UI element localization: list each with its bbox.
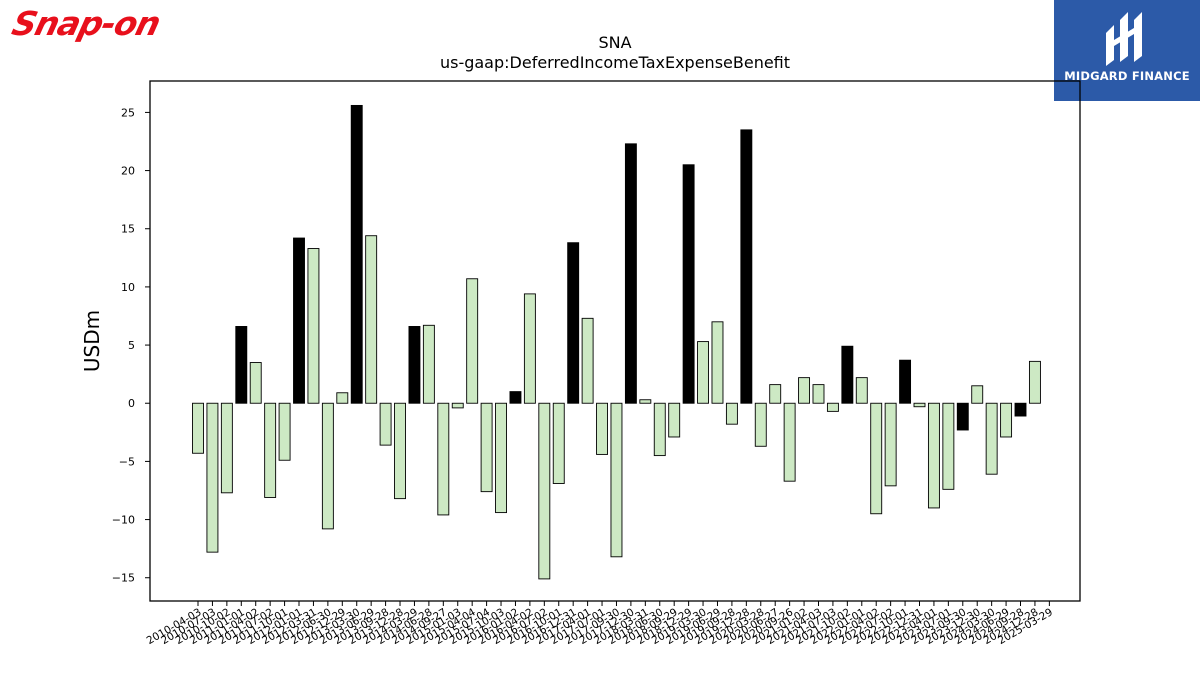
bar-2020-06-27 xyxy=(769,384,782,404)
bar-2012-12-29 xyxy=(336,392,349,404)
bar-2021-07-03 xyxy=(826,402,839,412)
bar-2011-01-01 xyxy=(235,326,248,404)
bar-2010-10-02 xyxy=(220,402,233,494)
bar-2015-10-03 xyxy=(495,402,507,514)
chart-subtitle: us-gaap:DeferredIncomeTaxExpenseBenefit xyxy=(440,53,790,72)
bar-2013-06-29 xyxy=(365,235,378,404)
bar-2016-12-31 xyxy=(567,242,580,404)
bar-2011-04-02 xyxy=(249,362,262,404)
bar-2016-01-02 xyxy=(509,391,522,404)
bar-2010-04-03 xyxy=(192,402,204,454)
bar-2019-12-28 xyxy=(740,129,753,404)
midgard-finance-logo: MIDGARD FINANCE xyxy=(1054,0,1200,101)
bar-2013-12-28 xyxy=(394,402,406,500)
bar-2018-09-29 xyxy=(668,402,681,438)
bar-2017-09-30 xyxy=(610,402,623,558)
y-tick-label: 5 xyxy=(128,339,135,352)
bar-2016-10-01 xyxy=(552,402,565,484)
bar-2015-01-03 xyxy=(451,402,464,409)
bar-2010-07-03 xyxy=(206,402,219,553)
midgard-brand-text: MIDGARD FINANCE xyxy=(1064,69,1190,83)
bar-2014-03-29 xyxy=(408,326,421,404)
y-tick-label: −10 xyxy=(112,514,135,527)
y-tick-label: 25 xyxy=(121,106,135,119)
bar-2022-04-02 xyxy=(870,402,883,515)
bar-2018-06-30 xyxy=(653,402,666,457)
bar-2024-09-28 xyxy=(1014,402,1027,417)
bar-2012-06-30 xyxy=(321,402,334,530)
svg-text:Snap-on: Snap-on xyxy=(8,4,164,42)
bar-2023-07-01 xyxy=(942,402,955,490)
bar-2011-07-02 xyxy=(264,402,277,498)
y-tick-label: 10 xyxy=(121,281,135,294)
midgard-emblem-icon xyxy=(1106,12,1142,66)
bar-2014-06-28 xyxy=(422,324,435,404)
bar-2014-09-27 xyxy=(437,402,450,516)
bar-2024-12-28 xyxy=(1028,360,1041,404)
plot-frame xyxy=(149,80,1081,602)
bar-2022-10-01 xyxy=(899,359,912,404)
bar-2018-03-31 xyxy=(639,399,652,404)
bar-2020-09-26 xyxy=(783,402,796,482)
bar-2013-03-30 xyxy=(350,104,363,404)
x-axis: 2010-04-032010-07-032010-10-022011-01-01… xyxy=(145,601,1055,647)
y-tick-label: 0 xyxy=(128,397,135,410)
bar-2017-07-01 xyxy=(596,402,608,455)
bar-2019-09-28 xyxy=(725,402,738,425)
bars-layer xyxy=(192,104,1041,580)
bar-2020-03-28 xyxy=(754,402,767,447)
bar-2023-09-30 xyxy=(956,402,969,431)
snapon-logo: Snap-on xyxy=(8,4,164,42)
y-tick-label: 20 xyxy=(121,165,135,178)
bar-2013-09-28 xyxy=(379,402,392,446)
y-axis-label: USDm xyxy=(80,310,104,372)
bar-2021-01-02 xyxy=(798,377,811,404)
bar-2021-10-02 xyxy=(841,345,854,404)
y-axis: −15 −10 −5 0 5 10 15 20 25 xyxy=(112,106,150,585)
y-tick-label: −15 xyxy=(112,572,135,585)
bar-2024-06-29 xyxy=(1000,402,1013,438)
bar-2012-03-31 xyxy=(307,248,320,404)
bar-2018-12-29 xyxy=(682,164,695,404)
bar-2017-04-01 xyxy=(581,317,594,404)
bar-2015-04-04 xyxy=(466,278,479,404)
y-tick-label: 15 xyxy=(121,223,135,236)
y-tick-label: −5 xyxy=(119,455,135,468)
bar-2019-03-30 xyxy=(697,341,709,404)
bar-2011-10-01 xyxy=(278,402,291,461)
bar-2017-12-30 xyxy=(624,143,637,404)
bar-2024-03-30 xyxy=(985,402,998,475)
bar-2016-04-02 xyxy=(523,293,536,404)
bar-2022-01-01 xyxy=(855,377,868,404)
bar-2015-07-04 xyxy=(480,402,493,493)
bar-2022-12-31 xyxy=(913,402,926,408)
bar-2022-07-02 xyxy=(884,402,897,487)
bar-2023-04-01 xyxy=(927,402,940,509)
bar-2023-12-30 xyxy=(971,385,984,404)
bar-2012-01-01 xyxy=(293,237,305,404)
bar-2021-04-03 xyxy=(812,384,825,404)
chart-title: SNA xyxy=(598,33,631,52)
bar-2016-07-02 xyxy=(538,402,551,580)
bar-2019-06-29 xyxy=(711,321,724,404)
